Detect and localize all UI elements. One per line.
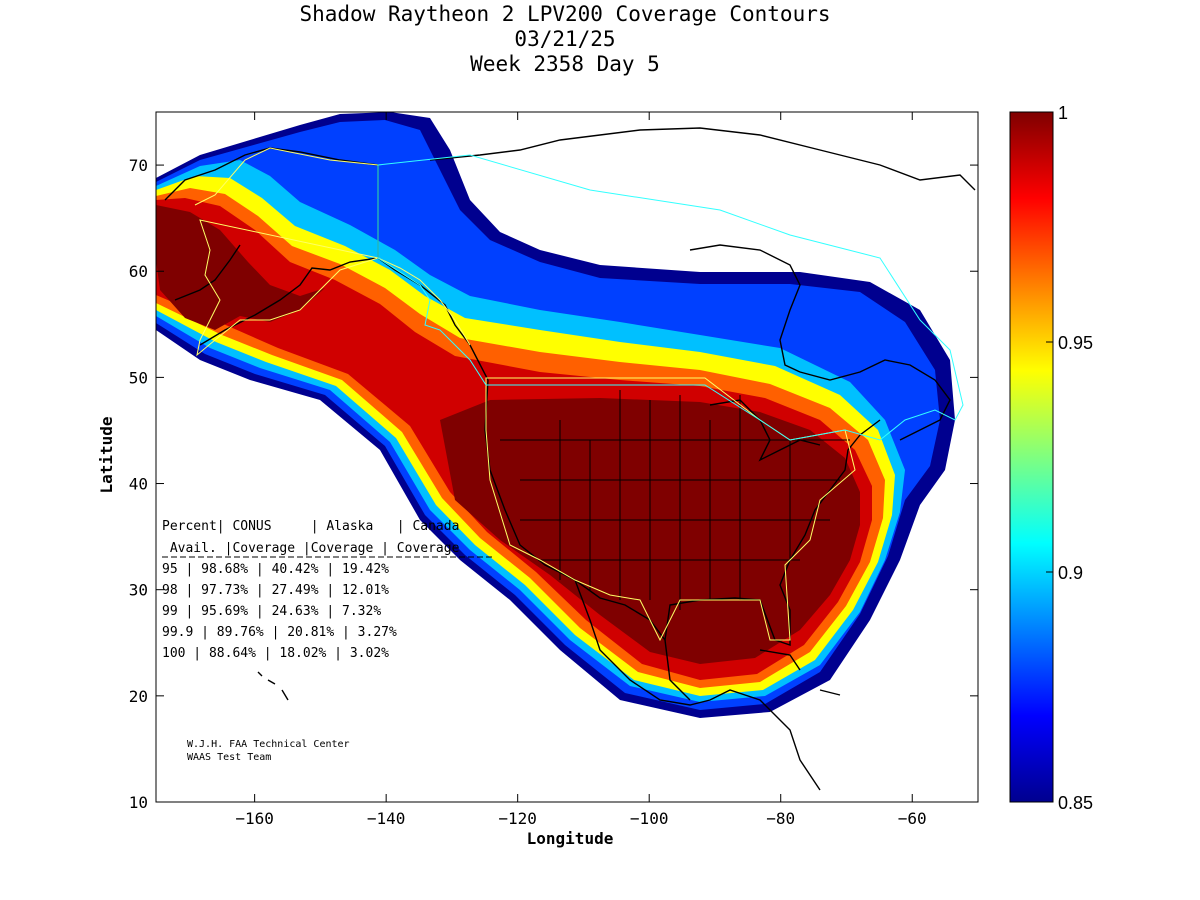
x-axis-label: Longitude <box>527 829 614 848</box>
y-axis: 10 20 30 40 50 60 70 <box>129 156 978 812</box>
plot-frame <box>155 111 979 803</box>
x-tick-label: −140 <box>367 809 406 828</box>
x-tick-label: −80 <box>766 809 795 828</box>
table-row: 100 | 88.64% | 18.02% | 3.02% <box>162 646 389 661</box>
credit-line-2: WAAS Test Team <box>187 752 271 763</box>
x-tick-label: −100 <box>630 809 669 828</box>
y-tick-label: 60 <box>129 262 148 281</box>
table-header-row-2: Avail. |Coverage |Coverage | Coverage <box>162 541 460 556</box>
x-tick-label: −160 <box>235 809 274 828</box>
x-axis: −160 −140 −120 −100 −80 −60 <box>235 112 927 828</box>
colorbar-ticks: 1 0.95 0.9 0.85 <box>1046 103 1093 813</box>
caribbean-islands <box>759 649 841 696</box>
colorbar-tick-label: 1 <box>1058 103 1068 123</box>
table-row: 98 | 97.73% | 27.49% | 12.01% <box>162 583 389 598</box>
colorbar-tick-label: 0.95 <box>1058 333 1093 353</box>
coverage-contours <box>156 112 955 718</box>
y-tick-label: 40 <box>129 475 148 494</box>
y-axis-label: Latitude <box>97 416 116 493</box>
table-row: 99.9 | 89.76% | 20.81% | 3.27% <box>162 625 397 640</box>
table-header-row-1: Percent| CONUS | Alaska | Canada <box>162 519 459 534</box>
credit-line-1: W.J.H. FAA Technical Center <box>187 739 350 750</box>
canada-boundary <box>377 154 964 441</box>
y-tick-label: 20 <box>129 687 148 706</box>
mexico-coast <box>574 579 821 791</box>
coverage-table: Percent| CONUS | Alaska | Canada Avail. … <box>162 519 492 661</box>
chart-date: 03/21/25 <box>514 27 616 51</box>
coastlines <box>164 127 976 791</box>
chart-week-day: Week 2358 Day 5 <box>470 52 660 76</box>
contour-band-7 <box>156 205 860 664</box>
state-borders <box>500 390 850 610</box>
y-tick-label: 50 <box>129 368 148 387</box>
great-lakes <box>709 399 821 462</box>
x-tick-label: −120 <box>498 809 537 828</box>
colorbar-tick-label: 0.9 <box>1058 563 1083 583</box>
y-tick-label: 30 <box>129 581 148 600</box>
hawaii-islands <box>257 671 289 701</box>
chart-title: Shadow Raytheon 2 LPV200 Coverage Contou… <box>299 2 831 26</box>
y-tick-label: 70 <box>129 156 148 175</box>
colorbar-tick-label: 0.85 <box>1058 793 1093 813</box>
y-tick-label: 10 <box>129 793 148 812</box>
conus-coast <box>484 379 881 646</box>
table-row: 95 | 98.68% | 40.42% | 19.42% <box>162 562 389 577</box>
table-row: 99 | 95.69% | 24.63% | 7.32% <box>162 604 381 619</box>
canada-coast <box>429 127 976 441</box>
x-tick-label: −60 <box>898 809 927 828</box>
colorbar <box>1009 111 1054 803</box>
